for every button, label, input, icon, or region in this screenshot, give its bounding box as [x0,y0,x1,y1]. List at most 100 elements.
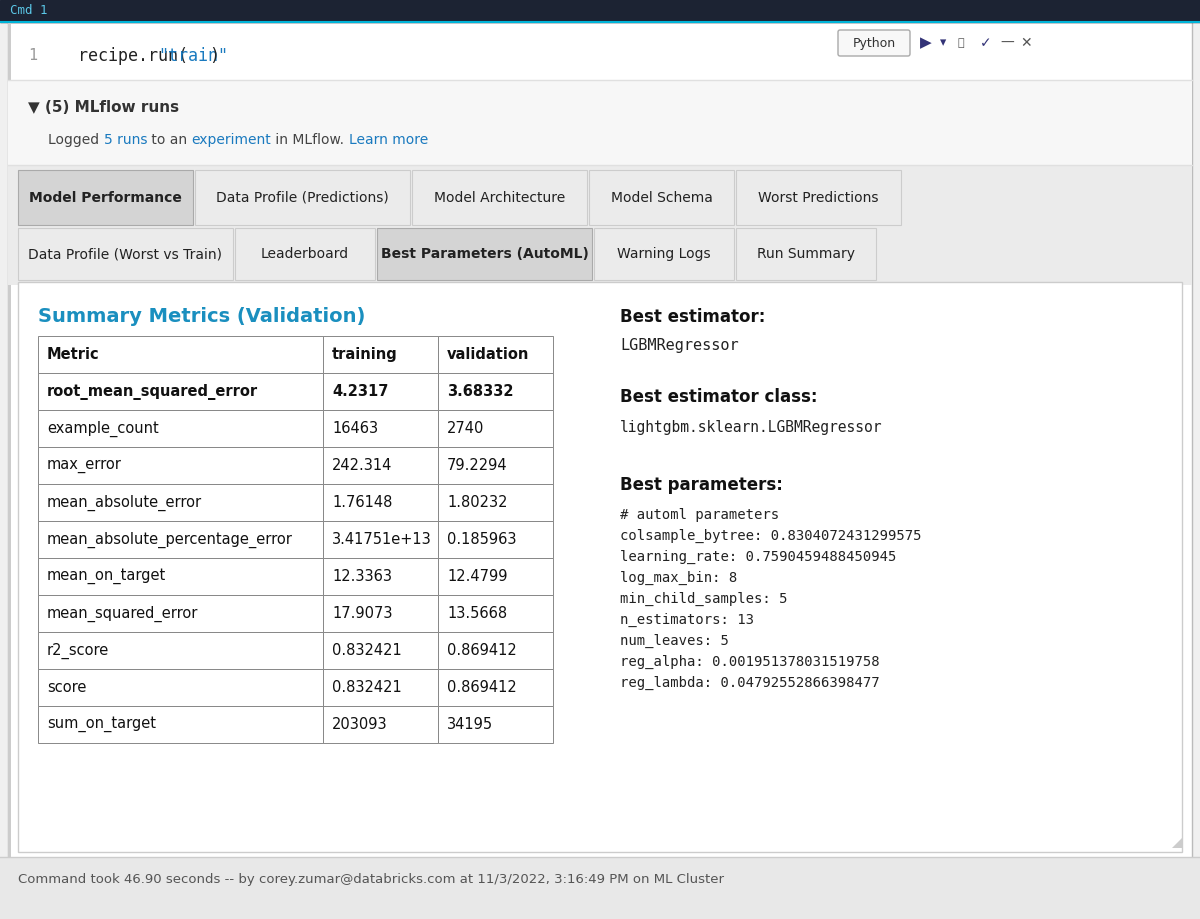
Text: to an: to an [148,133,192,147]
Text: n_estimators: 13: n_estimators: 13 [620,613,754,627]
Bar [438,558,553,595]
Bar [438,632,553,669]
Text: 12.4799: 12.4799 [446,569,508,584]
Text: score: score [47,680,86,695]
Text: Leaderboard: Leaderboard [260,247,349,261]
Text: 4.2317: 4.2317 [332,384,389,399]
Text: Learn more: Learn more [349,133,428,147]
Bar [736,170,901,225]
Bar [235,228,374,280]
Bar [38,669,323,706]
Text: root_mean_squared_error: root_mean_squared_error [47,383,258,400]
Text: 3.41751e+13: 3.41751e+13 [332,532,432,547]
Text: 16463: 16463 [332,421,378,436]
Text: Best estimator:: Best estimator: [620,308,766,326]
Bar [589,170,734,225]
Text: 0.832421: 0.832421 [332,680,402,695]
Bar [38,484,323,521]
Bar [8,80,1192,165]
Text: # automl parameters: # automl parameters [620,508,779,522]
Bar [0,857,1200,919]
Bar [8,165,1192,285]
Text: reg_lambda: 0.04792552866398477: reg_lambda: 0.04792552866398477 [620,676,880,690]
Text: validation: validation [446,347,529,362]
Text: 1.76148: 1.76148 [332,495,392,510]
Text: —: — [1000,36,1014,50]
Text: Model Schema: Model Schema [611,190,713,205]
Text: 1.80232: 1.80232 [446,495,508,510]
Text: 203093: 203093 [332,717,388,732]
Polygon shape [1172,838,1182,848]
Bar [38,558,323,595]
Text: log_max_bin: 8: log_max_bin: 8 [620,571,737,585]
Bar [38,410,323,447]
Text: 1: 1 [28,49,37,63]
Bar [438,484,553,521]
Bar [18,170,193,225]
Bar [38,706,323,743]
Text: mean_absolute_error: mean_absolute_error [47,494,202,511]
Text: Python: Python [852,37,895,50]
Text: experiment: experiment [192,133,271,147]
Bar [18,228,233,280]
Text: ▼ (5) MLflow runs: ▼ (5) MLflow runs [28,100,179,116]
Text: Cmd 1: Cmd 1 [10,5,48,17]
Text: 17.9073: 17.9073 [332,606,392,621]
Text: recipe.run(: recipe.run( [78,47,188,65]
Text: Best parameters:: Best parameters: [620,476,782,494]
Text: 13.5668: 13.5668 [446,606,508,621]
Bar [438,410,553,447]
Bar [38,595,323,632]
Text: 2740: 2740 [446,421,485,436]
Bar [194,170,410,225]
Bar [38,373,323,410]
Bar [38,521,323,558]
Bar [323,521,438,558]
Text: Metric: Metric [47,347,100,362]
Bar [438,669,553,706]
Text: sum_on_target: sum_on_target [47,717,156,732]
Bar [438,336,553,373]
Text: 12.3363: 12.3363 [332,569,392,584]
Bar [323,336,438,373]
Bar [323,373,438,410]
Text: 3.68332: 3.68332 [446,384,514,399]
Text: 0.832421: 0.832421 [332,643,402,658]
Text: LGBMRegressor: LGBMRegressor [620,338,739,353]
Bar [438,521,553,558]
Text: 5 runs: 5 runs [103,133,148,147]
Text: Warning Logs: Warning Logs [617,247,710,261]
Bar [438,706,553,743]
Text: example_count: example_count [47,420,158,437]
Bar [38,632,323,669]
Text: min_child_samples: 5: min_child_samples: 5 [620,592,787,607]
Text: ▶: ▶ [920,36,931,51]
Text: ✓: ✓ [980,36,991,50]
Bar [594,228,734,280]
Text: ✕: ✕ [1020,36,1032,50]
Bar [323,558,438,595]
Text: ⬛: ⬛ [958,38,965,48]
Text: r2_score: r2_score [47,642,109,659]
Bar [18,282,1182,852]
Text: Data Profile (Worst vs Train): Data Profile (Worst vs Train) [29,247,222,261]
Bar [0,0,1200,22]
Bar [323,410,438,447]
Bar [438,373,553,410]
Text: Model Architecture: Model Architecture [434,190,565,205]
Text: 242.314: 242.314 [332,458,392,473]
Text: 0.869412: 0.869412 [446,680,517,695]
Text: 0.869412: 0.869412 [446,643,517,658]
Text: training: training [332,347,397,362]
Text: num_leaves: 5: num_leaves: 5 [620,634,728,648]
Bar [8,22,11,862]
Text: ▾: ▾ [940,37,947,50]
Bar [323,632,438,669]
Bar [323,447,438,484]
Text: 0.185963: 0.185963 [446,532,516,547]
Text: Best estimator class:: Best estimator class: [620,388,817,406]
Text: Worst Predictions: Worst Predictions [758,190,878,205]
Text: Best Parameters (AutoML): Best Parameters (AutoML) [380,247,588,261]
Text: Run Summary: Run Summary [757,247,854,261]
Text: "train": "train" [158,47,228,65]
